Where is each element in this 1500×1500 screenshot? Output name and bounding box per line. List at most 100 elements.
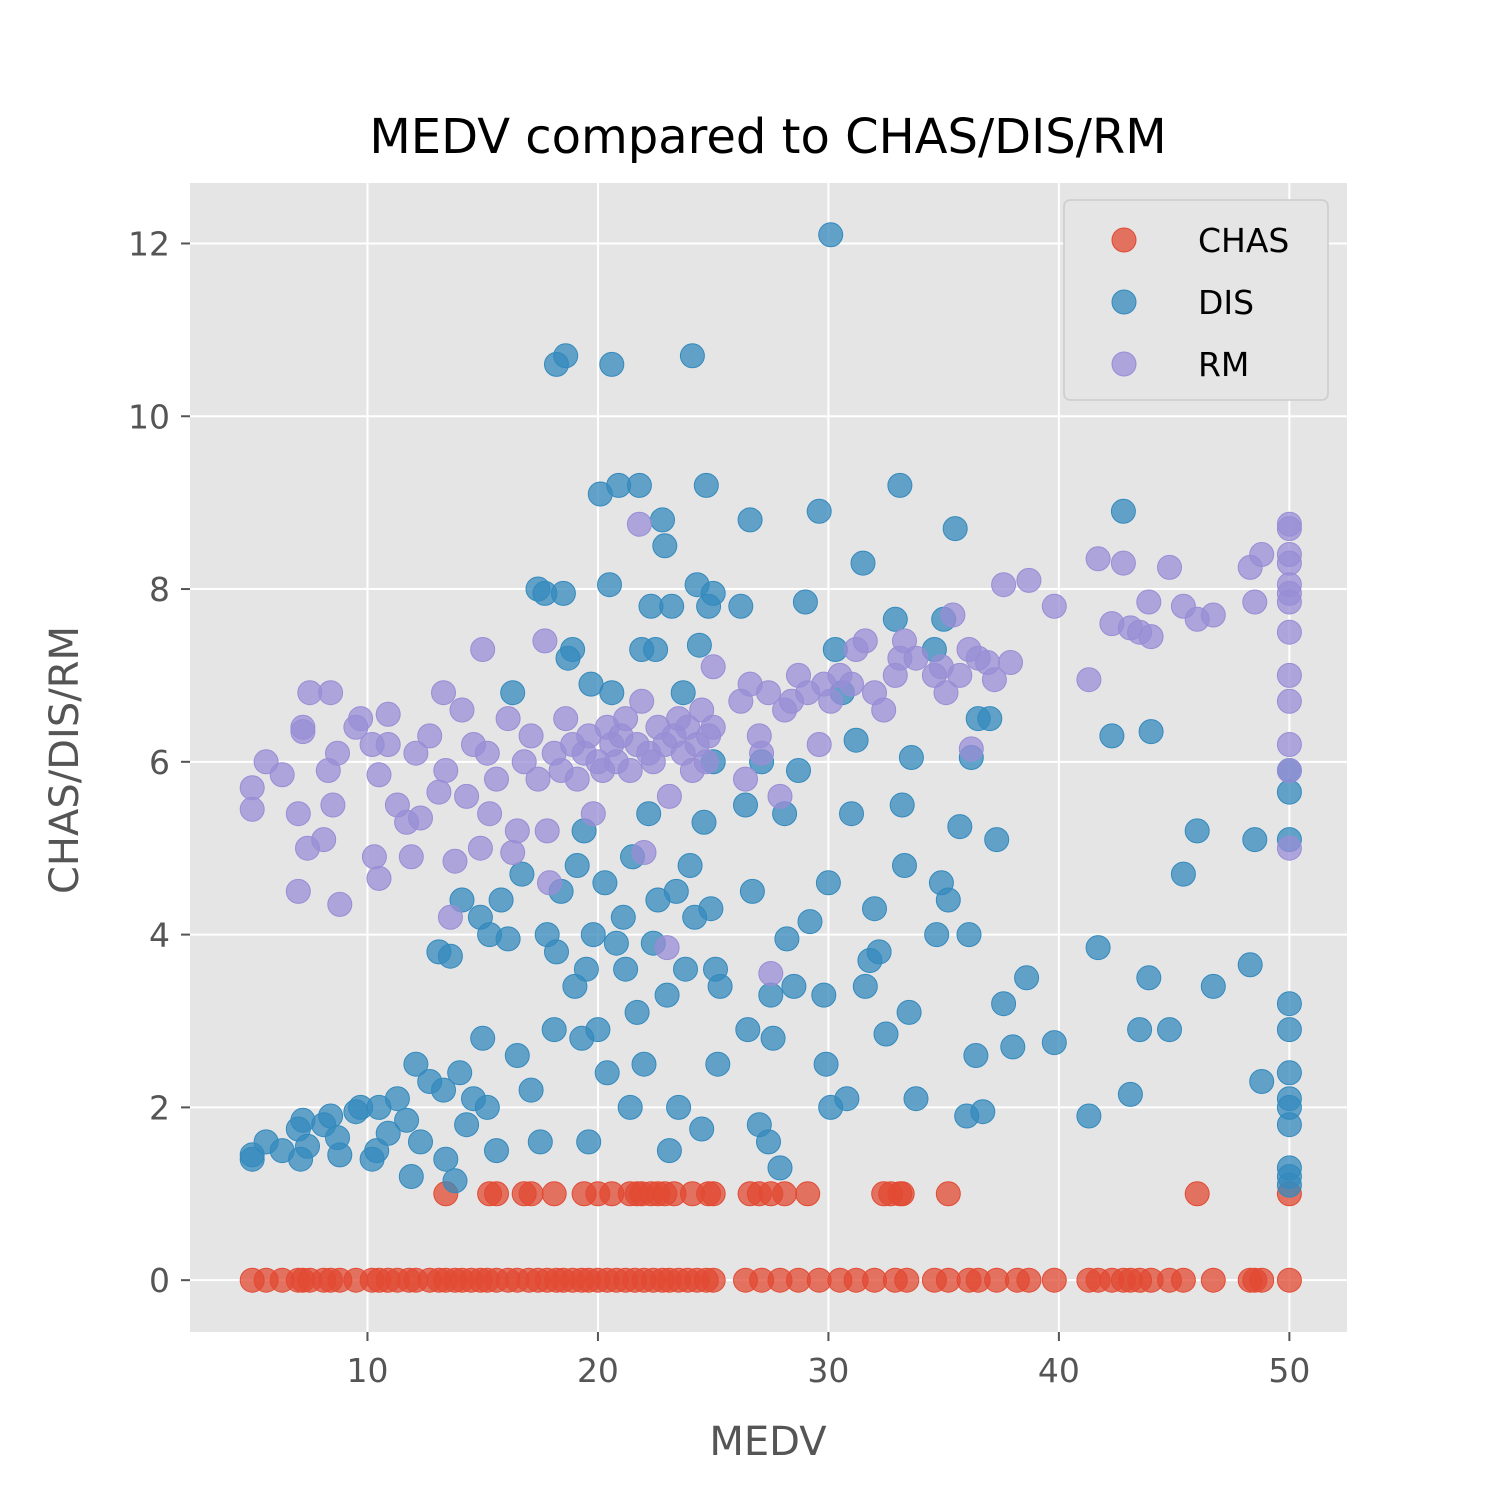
data-point-dis — [290, 1107, 316, 1133]
data-point-dis — [991, 991, 1017, 1017]
data-point-dis — [599, 680, 625, 706]
data-point-dis — [924, 922, 950, 948]
data-point-dis — [728, 593, 754, 619]
data-point-rm — [285, 878, 311, 904]
data-point-dis — [889, 792, 915, 818]
data-point-dis — [652, 533, 678, 559]
data-point-dis — [576, 1129, 602, 1155]
data-point-dis — [1157, 1017, 1182, 1043]
data-point-dis — [935, 887, 961, 913]
data-point-dis — [592, 870, 618, 896]
data-point-chas — [700, 1181, 726, 1207]
data-point-dis — [666, 1094, 692, 1120]
data-point-dis — [553, 343, 579, 369]
data-point-dis — [1000, 1034, 1026, 1060]
data-point-rm — [617, 758, 643, 783]
data-point-dis — [786, 758, 811, 783]
legend-marker-chas — [1111, 227, 1137, 253]
y-tick-label: 6 — [149, 743, 170, 782]
chart-title: MEDV compared to CHAS/DIS/RM — [369, 109, 1166, 165]
data-point-dis — [686, 632, 712, 658]
data-point-dis — [1276, 1086, 1302, 1112]
data-point-dis — [806, 498, 832, 524]
data-point-dis — [689, 1116, 715, 1142]
data-point-dis — [737, 507, 763, 533]
data-point-dis — [398, 1164, 424, 1189]
data-point-rm — [398, 844, 424, 870]
data-point-dis — [834, 1086, 860, 1112]
data-point-dis — [1138, 719, 1164, 745]
data-point-chas — [1041, 1267, 1067, 1293]
data-point-dis — [1276, 1017, 1302, 1043]
data-point-rm — [500, 840, 526, 865]
data-point-dis — [431, 1077, 456, 1103]
data-point-dis — [594, 1060, 620, 1086]
data-point-rm — [408, 805, 433, 831]
data-point-rm — [758, 961, 784, 986]
data-points — [239, 222, 1302, 1293]
data-point-dis — [1200, 973, 1226, 999]
legend-label-rm: RM — [1198, 345, 1249, 384]
data-point-rm — [403, 740, 429, 766]
data-point-dis — [707, 973, 733, 999]
data-point-dis — [1276, 1060, 1302, 1086]
data-point-dis — [447, 1060, 473, 1086]
data-point-dis — [626, 472, 652, 498]
data-point-rm — [892, 628, 917, 654]
data-point-dis — [733, 792, 758, 818]
data-point-rm — [1242, 589, 1268, 615]
data-point-rm — [1276, 589, 1302, 615]
data-point-dis — [1237, 952, 1263, 978]
x-tick-label: 40 — [1038, 1351, 1080, 1390]
data-point-dis — [1076, 1103, 1102, 1129]
data-point-dis — [792, 589, 818, 615]
data-point-rm — [656, 783, 682, 809]
data-point-dis — [403, 1051, 429, 1077]
data-point-rm — [311, 827, 337, 853]
data-point-dis — [693, 472, 719, 498]
data-point-dis — [852, 973, 878, 999]
data-point-dis — [896, 999, 922, 1025]
data-point-dis — [1276, 991, 1302, 1017]
y-tick-label: 10 — [128, 397, 170, 436]
data-point-dis — [970, 1099, 996, 1125]
data-point-dis — [364, 1138, 390, 1164]
data-point-rm — [689, 697, 715, 723]
data-point-rm — [998, 650, 1023, 675]
data-point-rm — [903, 645, 929, 671]
data-point-rm — [1016, 567, 1042, 593]
data-point-rm — [532, 628, 558, 654]
y-tick-label: 2 — [149, 1088, 170, 1127]
data-point-rm — [700, 654, 726, 680]
data-point-rm — [285, 801, 311, 827]
data-point-dis — [564, 853, 590, 878]
data-point-rm — [756, 680, 781, 706]
data-point-dis — [760, 1025, 786, 1051]
data-point-chas — [541, 1181, 567, 1207]
data-point-rm — [417, 723, 443, 749]
data-point-rm — [495, 706, 521, 732]
data-point-dis — [509, 861, 535, 887]
series-rm — [239, 511, 1302, 986]
data-point-dis — [654, 982, 680, 1008]
data-point-dis — [527, 1129, 553, 1155]
data-point-dis — [327, 1142, 353, 1168]
data-point-dis — [663, 878, 689, 904]
data-point-rm — [767, 783, 793, 809]
data-point-rm — [1249, 542, 1275, 567]
data-point-rm — [1041, 593, 1067, 619]
data-point-dis — [811, 982, 837, 1008]
data-point-chas — [1276, 1267, 1302, 1293]
data-point-dis — [474, 1094, 500, 1120]
x-tick-label: 20 — [577, 1351, 619, 1390]
data-point-rm — [553, 706, 579, 732]
data-point-dis — [1242, 827, 1268, 853]
data-point-dis — [1110, 498, 1136, 524]
data-point-dis — [318, 1103, 344, 1129]
data-point-rm — [525, 766, 551, 792]
data-point-dis — [1014, 965, 1040, 991]
axis-ticks: 10 20 30 40 50 0 2 4 6 8 10 12 — [128, 224, 1310, 1390]
data-point-rm — [449, 697, 475, 723]
data-point-dis — [544, 939, 569, 965]
